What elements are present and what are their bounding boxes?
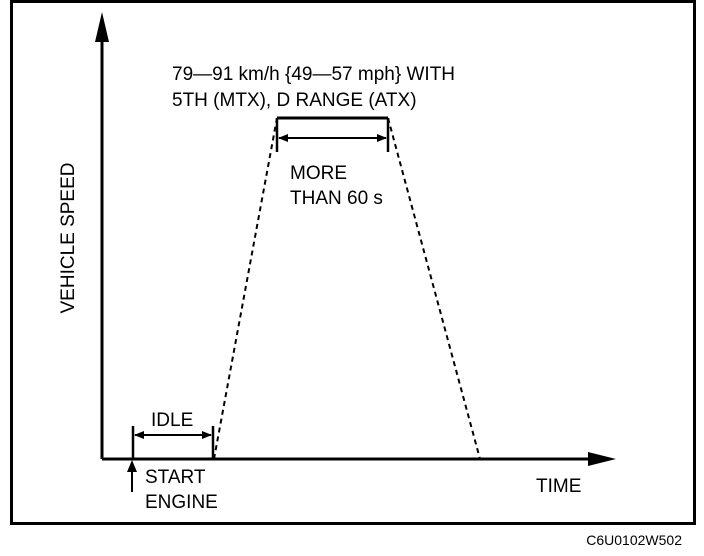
speed-label-line1: 79—91 km/h {49—57 mph} WITH <box>172 64 456 85</box>
start-engine-label-line2: ENGINE <box>145 492 218 513</box>
start-engine-label-line1: START <box>145 467 206 488</box>
acceleration-ramp <box>213 117 278 460</box>
start-engine-arrowhead <box>127 460 137 472</box>
y-axis-label: VEHICLE SPEED <box>58 162 79 314</box>
idle-label: IDLE <box>151 410 194 431</box>
speed-label-line2: 5TH (MTX), D RANGE (ATX) <box>172 90 417 111</box>
x-axis-arrowhead <box>588 452 616 466</box>
y-axis-arrowhead <box>95 12 109 42</box>
duration-label-line2: THAN 60 s <box>290 188 383 209</box>
drawing-code: C6U0102W502 <box>586 532 682 548</box>
duration-label-line1: MORE <box>290 163 347 184</box>
diagram-frame <box>10 0 696 525</box>
deceleration-ramp <box>387 117 481 460</box>
x-axis-label: TIME <box>536 476 582 497</box>
